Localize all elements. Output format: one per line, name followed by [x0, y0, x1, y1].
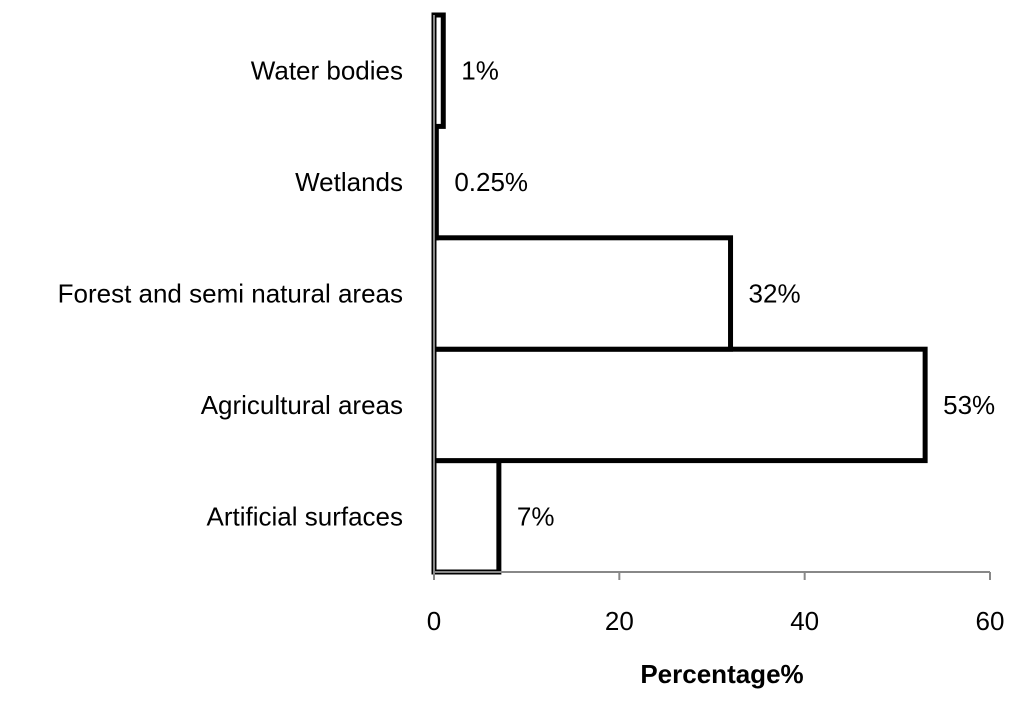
x-tick-label-20: 20	[605, 606, 634, 636]
data-label-water-bodies: 1%	[461, 56, 499, 86]
axes-group	[433, 15, 991, 580]
labels-group: Artificial surfaces 7% Agricultural areas 5…	[58, 56, 1005, 636]
data-label-wetlands: 0.25%	[454, 167, 528, 197]
bar-water-bodies	[431, 12, 446, 129]
x-tick-label-0: 0	[427, 606, 441, 636]
data-label-forest-and-semi-natural-areas: 32%	[749, 279, 801, 309]
category-label-forest-and-semi-natural-areas: Forest and semi natural areas	[58, 279, 403, 309]
category-label-wetlands: Wetlands	[295, 167, 403, 197]
category-label-agricultural-areas: Agricultural areas	[201, 390, 403, 420]
x-tick-label-60: 60	[976, 606, 1005, 636]
x-axis-title: Percentage%	[640, 659, 803, 689]
category-label-artificial-surfaces: Artificial surfaces	[207, 501, 404, 531]
bar-artificial-surfaces	[431, 458, 502, 575]
data-label-agricultural-areas: 53%	[943, 390, 995, 420]
data-label-artificial-surfaces: 7%	[517, 501, 555, 531]
bar-forest-and-semi-natural-areas	[431, 235, 734, 352]
bar-agricultural-areas	[431, 346, 928, 464]
bars-group	[431, 12, 928, 575]
x-tick-label-40: 40	[790, 606, 819, 636]
category-label-water-bodies: Water bodies	[251, 56, 403, 86]
